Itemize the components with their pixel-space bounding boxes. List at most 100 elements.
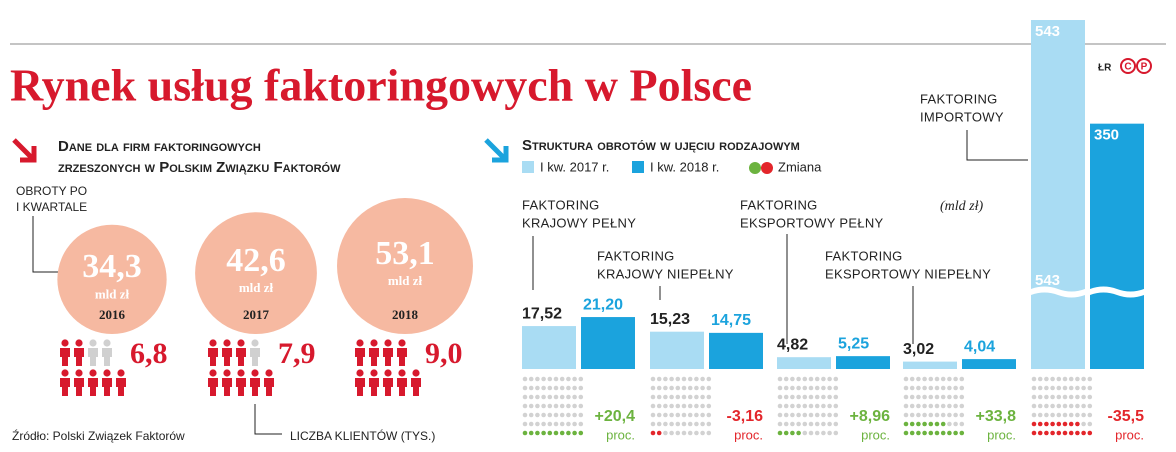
- change-dot: [796, 412, 801, 418]
- category-label: FAKTORING: [522, 197, 600, 212]
- change-dot: [916, 412, 921, 418]
- change-dot: [1031, 403, 1037, 409]
- change-dot: [1087, 403, 1093, 409]
- change-dot: [1031, 385, 1037, 391]
- value-label: 14,75: [711, 312, 751, 329]
- change-unit: proc.: [987, 427, 1016, 442]
- callout: I KWARTALE: [16, 200, 87, 214]
- change-dot: [1087, 394, 1093, 400]
- change-dot: [821, 430, 826, 436]
- change-dot: [656, 403, 662, 409]
- change-dot: [922, 376, 927, 382]
- change-dot: [669, 394, 674, 400]
- change-dot: [833, 412, 839, 418]
- bar: [1031, 20, 1085, 369]
- category-label: IMPORTOWY: [920, 109, 1004, 124]
- change-dot: [522, 403, 528, 409]
- change-dot: [1037, 385, 1043, 391]
- person-body: [88, 378, 98, 396]
- change-dot: [535, 394, 540, 400]
- change-dot: [1075, 430, 1080, 436]
- change-dot: [1062, 385, 1068, 391]
- change-dot: [1068, 421, 1074, 427]
- callout: OBROTY PO: [16, 184, 87, 198]
- change-dot: [553, 403, 559, 409]
- change-dot: [687, 412, 693, 418]
- change-dot: [559, 403, 565, 409]
- change-dot: [1037, 430, 1043, 436]
- change-dot: [535, 430, 540, 436]
- legend-swatch: [522, 161, 534, 173]
- person-head: [209, 339, 217, 347]
- change-dot: [566, 376, 571, 382]
- change-dot: [1075, 385, 1080, 391]
- change-dot: [783, 421, 789, 427]
- person-body: [355, 348, 365, 366]
- change-dot: [1056, 394, 1062, 400]
- change-dot: [566, 430, 571, 436]
- change-dot: [922, 403, 927, 409]
- change-dot: [572, 376, 577, 382]
- chart-title: Struktura obrotów w ujęciu rodzajowym: [522, 137, 800, 154]
- turnover-label: 34,3: [82, 248, 142, 285]
- change-dot: [827, 421, 832, 427]
- change-dot: [669, 403, 674, 409]
- change-dot: [663, 412, 668, 418]
- category-label: FAKTORING: [920, 91, 998, 106]
- person-head: [384, 339, 392, 347]
- change-dot: [1037, 403, 1043, 409]
- change-dot: [559, 412, 565, 418]
- change-dot: [656, 394, 662, 400]
- brand: ŁR: [1098, 63, 1112, 74]
- change-dot: [1068, 403, 1074, 409]
- change-dot: [1031, 376, 1037, 382]
- change-dot: [916, 376, 921, 382]
- bar: [777, 357, 831, 369]
- change-label: +20,4: [595, 408, 636, 425]
- change-dot: [1081, 430, 1086, 436]
- change-dot: [783, 403, 789, 409]
- year: 2016: [99, 307, 126, 322]
- leader-line: [32, 216, 62, 273]
- person-head: [412, 369, 420, 377]
- change-dot: [1081, 412, 1086, 418]
- change-dot: [566, 403, 571, 409]
- change-dot: [1087, 412, 1093, 418]
- change-dot: [916, 394, 921, 400]
- change-dot: [940, 421, 946, 427]
- change-dot: [522, 385, 528, 391]
- change-dot: [528, 385, 534, 391]
- change-dot: [777, 385, 783, 391]
- change-dot: [903, 403, 909, 409]
- change-dot: [953, 376, 958, 382]
- change-dot: [934, 421, 940, 427]
- change-dot: [934, 376, 940, 382]
- person-head: [384, 369, 392, 377]
- change-dot: [1081, 394, 1086, 400]
- change-dot: [1037, 394, 1043, 400]
- change-dot: [909, 385, 915, 391]
- change-dot: [903, 412, 909, 418]
- person-head: [251, 369, 259, 377]
- change-label: -35,5: [1108, 408, 1145, 425]
- change-dot: [959, 430, 965, 436]
- change-dot: [928, 421, 934, 427]
- person-head: [61, 339, 69, 347]
- change-dot: [553, 385, 559, 391]
- change-dot: [947, 412, 952, 418]
- change-dot: [681, 376, 687, 382]
- change-dot: [947, 430, 952, 436]
- change-dot: [1031, 430, 1037, 436]
- person-head: [117, 369, 125, 377]
- change-dot: [814, 394, 820, 400]
- change-label: +33,8: [976, 408, 1017, 425]
- change-dot: [783, 412, 789, 418]
- change-dot: [1075, 394, 1080, 400]
- category-label: FAKTORING: [740, 197, 818, 212]
- change-dot: [916, 430, 921, 436]
- turnover-circle: [57, 224, 167, 334]
- change-dot: [940, 430, 946, 436]
- change-dot: [802, 412, 808, 418]
- turnover-label: 42,6: [226, 242, 286, 279]
- person-body: [88, 348, 98, 366]
